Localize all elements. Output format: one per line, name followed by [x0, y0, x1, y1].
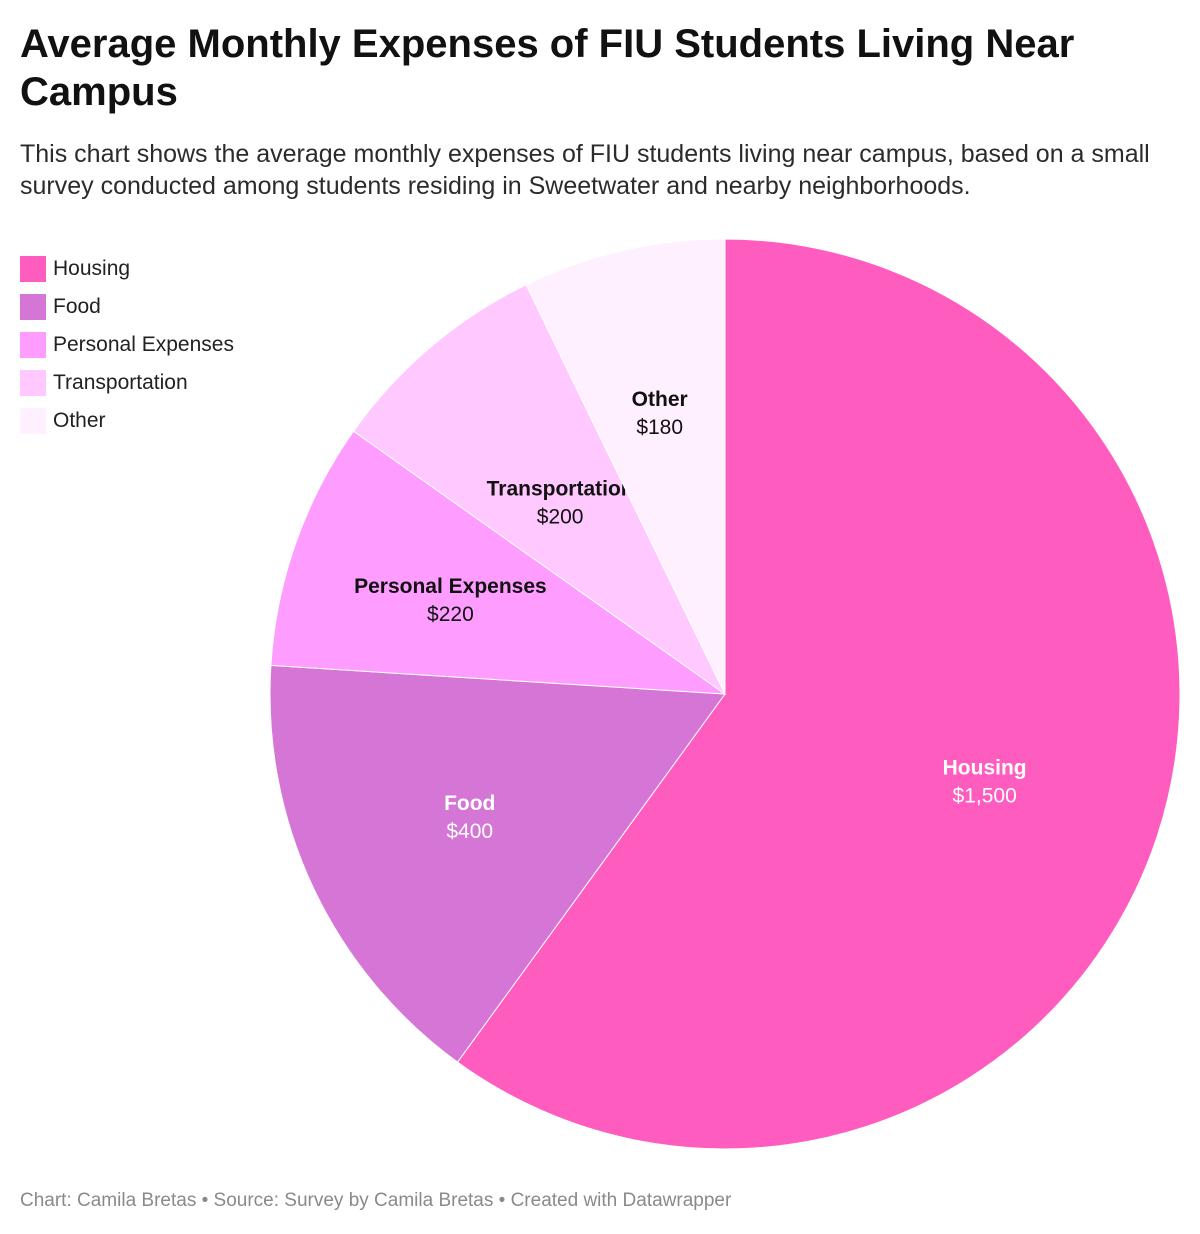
slice-value-label: $180: [636, 416, 683, 439]
pie-slice-other: [525, 238, 726, 695]
slice-label: Housing: [943, 756, 1027, 779]
legend-swatch: [20, 408, 46, 434]
chart-subtitle: This chart shows the average monthly exp…: [20, 140, 1150, 200]
slice-value-label: $220: [427, 603, 474, 626]
chart-title: Average Monthly Expenses of FIU Students…: [20, 22, 1075, 114]
legend-swatch: [20, 370, 46, 396]
slice-value-label: $400: [446, 820, 493, 843]
legend-label: Personal Expenses: [53, 333, 234, 356]
legend-swatch: [20, 332, 46, 358]
pie-slice-transportation: [352, 284, 726, 695]
legend-item-2: Personal Expenses: [20, 326, 280, 364]
legend-label: Food: [53, 295, 101, 318]
legend-item-0: Housing: [20, 250, 280, 288]
legend-swatch: [20, 256, 46, 282]
legend-label: Other: [53, 409, 106, 432]
slice-label: Personal Expenses: [354, 575, 547, 598]
pie-slice-personal-expenses: [270, 430, 727, 695]
chart-footer: Chart: Camila Bretas • Source: Survey by…: [20, 1190, 732, 1211]
legend-item-3: Transportation: [20, 364, 280, 402]
legend-item-4: Other: [20, 402, 280, 440]
pie-slice-housing: [456, 238, 1181, 1150]
slice-label: Other: [632, 388, 688, 411]
slice-value-label: $200: [537, 506, 584, 529]
legend-item-1: Food: [20, 288, 280, 326]
slice-label: Transportation: [487, 478, 634, 501]
pie-slice-food: [269, 664, 726, 1063]
slice-label: Food: [444, 792, 495, 815]
legend-label: Transportation: [53, 371, 188, 394]
legend-swatch: [20, 294, 46, 320]
legend-label: Housing: [53, 257, 131, 280]
legend: Housing Food Personal Expenses Transportati…: [20, 250, 280, 440]
slice-value-label: $1,500: [953, 784, 1017, 807]
